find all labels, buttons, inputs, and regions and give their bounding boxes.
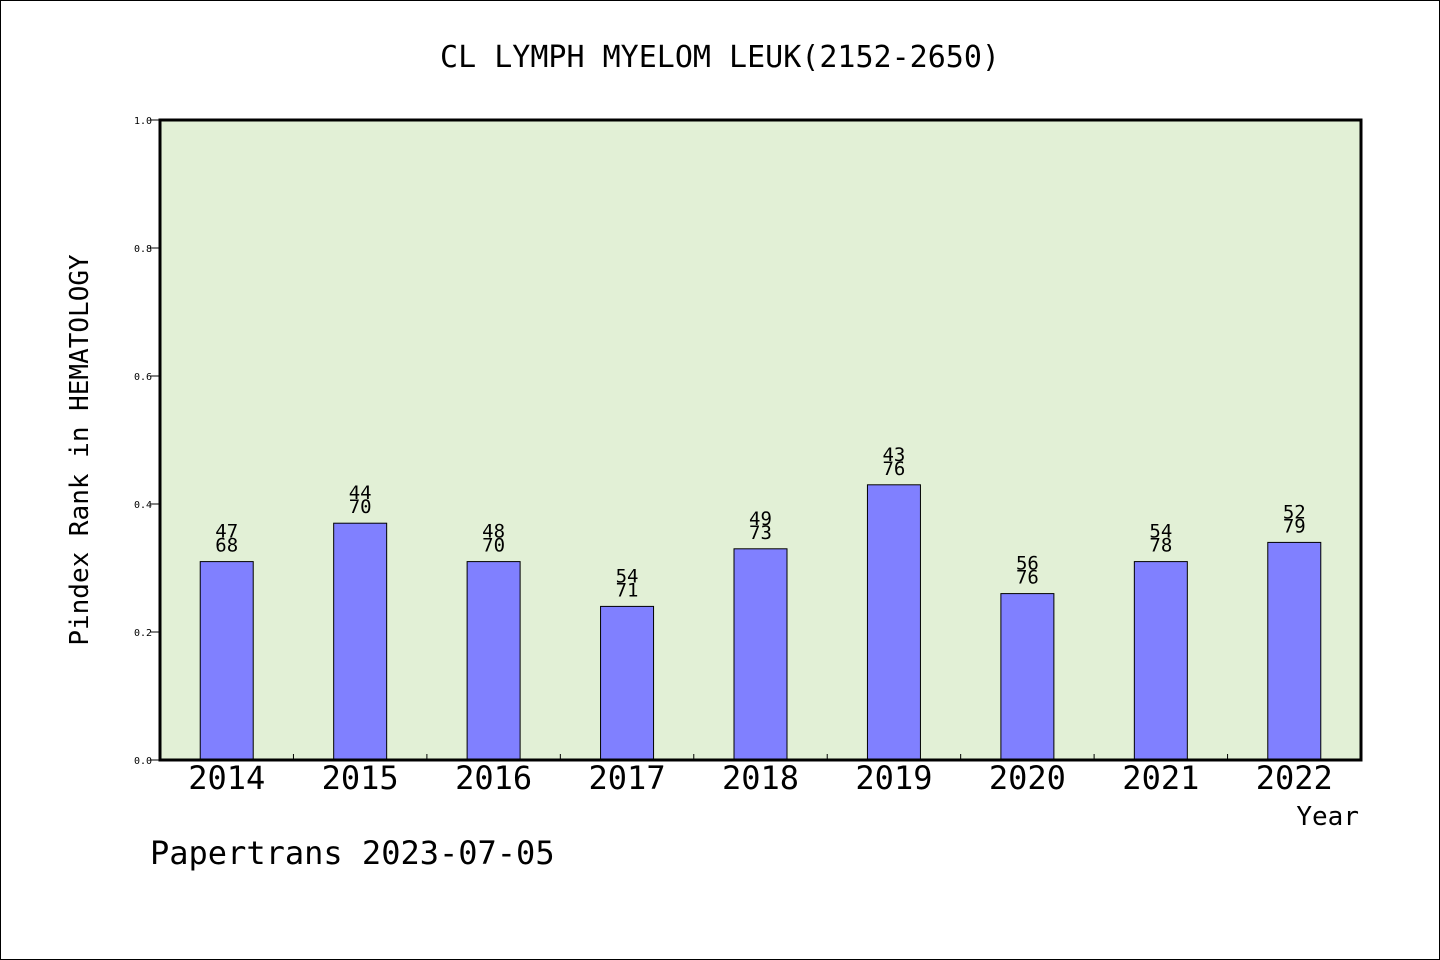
data-label-bottom-2016: 70 xyxy=(482,535,505,557)
bar-2019 xyxy=(866,484,921,761)
y-tick-label: 1.0 xyxy=(134,116,152,127)
y-tick-label: 0.6 xyxy=(134,372,152,383)
y-axis: 0.0 0.2 0.4 0.6 0.8 1.0 xyxy=(134,116,160,767)
data-label-bottom-2021: 78 xyxy=(1149,535,1172,557)
data-label-top-2021: 54 xyxy=(1149,521,1172,543)
x-tick-label-2022: 2022 xyxy=(1256,759,1333,797)
x-tick-label-2020: 2020 xyxy=(989,759,1066,797)
data-label-bottom-2017: 71 xyxy=(616,579,639,601)
x-tick-label-2019: 2019 xyxy=(855,759,932,797)
chart-title: CL LYMPH MYELOM LEUK(2152-2650) xyxy=(440,40,1000,75)
data-label-bottom-2020: 76 xyxy=(1016,567,1039,589)
x-tick-label-2016: 2016 xyxy=(455,759,532,797)
data-label-top-2015: 44 xyxy=(349,482,372,504)
data-label-bottom-2019: 76 xyxy=(882,458,905,480)
x-axis-label: Year xyxy=(1296,802,1359,832)
data-label-top-2017: 54 xyxy=(616,565,639,587)
bar-2016 xyxy=(466,561,521,761)
data-label-bottom-2018: 73 xyxy=(749,522,772,544)
footer-note: Papertrans 2023-07-05 xyxy=(150,834,555,872)
x-tick-label-2021: 2021 xyxy=(1122,759,1199,797)
bars-group xyxy=(199,484,1322,761)
y-tick-label: 0.2 xyxy=(134,628,152,639)
data-label-bottom-2022: 79 xyxy=(1283,515,1306,537)
y-tick-label: 0.8 xyxy=(134,244,152,255)
bar-2022 xyxy=(1267,541,1322,761)
y-tick-label: 0.0 xyxy=(134,756,152,767)
data-label-top-2014: 47 xyxy=(215,521,238,543)
plot-border xyxy=(158,118,1363,762)
bar-2021 xyxy=(1133,561,1188,761)
x-tick-label-2015: 2015 xyxy=(322,759,399,797)
x-tick-label-2017: 2017 xyxy=(589,759,666,797)
y-tick-label: 0.4 xyxy=(134,500,152,511)
x-axis: 2014 2015 2016 2017 2018 2019 2020 2021 2022 xyxy=(188,754,1333,797)
bar-2017 xyxy=(600,605,655,761)
bar-2014 xyxy=(199,561,254,761)
data-label-top-2019: 43 xyxy=(882,444,905,466)
data-label-bottom-2015: 70 xyxy=(349,496,372,518)
x-tick-label-2018: 2018 xyxy=(722,759,799,797)
bar-2015 xyxy=(333,522,388,761)
data-label-top-2018: 49 xyxy=(749,508,772,530)
bar-2020 xyxy=(1000,593,1055,761)
data-label-top-2022: 52 xyxy=(1283,501,1306,523)
data-label-bottom-2014: 68 xyxy=(215,535,238,557)
bar-2018 xyxy=(733,548,788,761)
x-tick-label-2014: 2014 xyxy=(188,759,265,797)
y-axis-label: Pindex Rank in HEMATOLOGY xyxy=(65,254,95,646)
data-label-top-2020: 56 xyxy=(1016,553,1039,575)
data-label-top-2016: 48 xyxy=(482,521,505,543)
